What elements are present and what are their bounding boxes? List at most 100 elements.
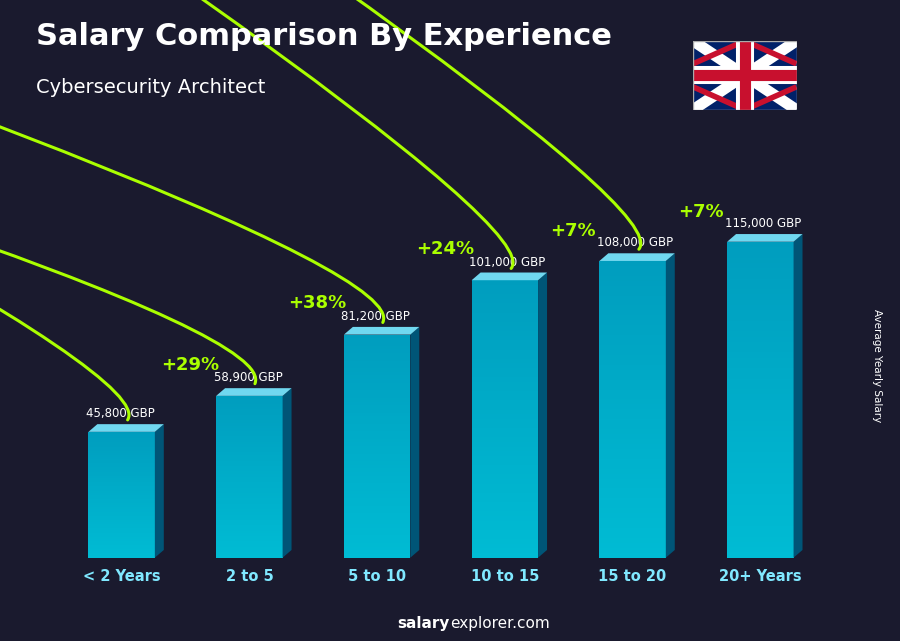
Polygon shape [410,327,419,558]
Bar [216,412,283,415]
Bar [344,547,410,550]
Bar [88,474,155,476]
Bar [727,294,794,299]
Text: +24%: +24% [417,240,474,258]
Bar [727,489,794,494]
Bar [344,483,410,487]
Bar [344,457,410,461]
Bar [727,242,794,247]
Bar [599,404,666,410]
Bar [88,447,155,449]
Text: salary: salary [398,615,450,631]
Bar [599,424,666,429]
Bar [472,428,538,433]
Bar [344,405,410,409]
Bar [599,449,666,454]
Bar [344,450,410,454]
Bar [472,493,538,497]
Bar [344,498,410,502]
Bar [88,535,155,537]
Bar [344,554,410,558]
Bar [344,539,410,543]
Bar [727,447,794,453]
Bar [599,543,666,548]
Bar [88,556,155,558]
Bar [727,358,794,363]
Bar [88,539,155,541]
Bar [599,518,666,523]
Text: 58,900 GBP: 58,900 GBP [213,371,283,385]
Bar [727,289,794,294]
Bar [472,460,538,465]
Bar [472,525,538,530]
Bar [472,345,538,349]
Bar [216,458,283,461]
Bar [472,285,538,290]
Polygon shape [344,327,419,335]
Polygon shape [794,234,803,558]
Bar [344,394,410,398]
Bar [599,469,666,474]
Bar [88,470,155,472]
Bar [216,406,283,410]
Bar [344,401,410,405]
Bar [472,349,538,354]
Bar [216,490,283,493]
Bar [727,420,794,426]
Bar [216,522,283,526]
Bar [599,488,666,494]
Bar [216,396,283,399]
Bar [216,447,283,450]
Bar [344,409,410,413]
Bar [727,437,794,442]
Bar [599,296,666,301]
Bar [344,431,410,435]
Bar [472,378,538,382]
Text: +29%: +29% [161,356,219,374]
Bar [472,410,538,414]
Bar [344,517,410,520]
Bar [472,387,538,391]
Bar [727,547,794,553]
Bar [216,455,283,458]
Bar [599,479,666,483]
Bar [599,281,666,286]
Bar [472,317,538,322]
Bar [344,387,410,390]
Bar [88,551,155,553]
Bar [599,494,666,498]
Bar [216,544,283,547]
Bar [472,516,538,520]
Bar [344,520,410,524]
Bar [216,471,283,474]
Bar [88,513,155,516]
Bar [727,299,794,305]
Bar [599,503,666,508]
Bar [88,499,155,501]
Bar [88,451,155,453]
Text: Average Yearly Salary: Average Yearly Salary [872,309,883,422]
Bar [727,363,794,368]
Bar [472,451,538,456]
Bar [88,541,155,543]
Bar [599,439,666,444]
Bar [216,493,283,495]
Polygon shape [283,388,292,558]
Bar [472,488,538,493]
Bar [472,497,538,502]
Bar [216,420,283,423]
Bar [599,390,666,394]
Bar [344,390,410,394]
Bar [727,415,794,420]
Bar [727,389,794,394]
Bar [88,526,155,528]
Bar [599,513,666,518]
Bar [472,424,538,428]
Bar [88,501,155,503]
Bar [88,459,155,462]
Bar [599,261,666,266]
Bar [88,510,155,512]
Bar [727,426,794,431]
Text: Salary Comparison By Experience: Salary Comparison By Experience [36,22,612,51]
Bar [344,442,410,446]
